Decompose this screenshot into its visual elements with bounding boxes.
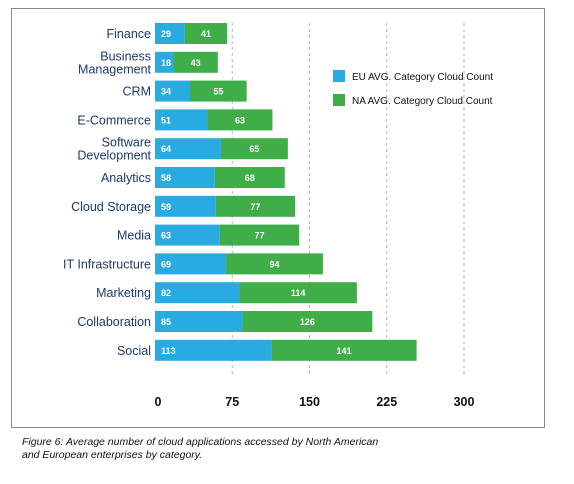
- na-value-label-4: 65: [249, 144, 259, 154]
- figure-caption: Figure 6: Average number of cloud applic…: [22, 436, 542, 462]
- category-label-1-line-2: Management: [78, 62, 151, 76]
- x-tick-label-300: 300: [454, 395, 475, 409]
- caption-line-2: and European enterprises by category.: [22, 449, 203, 461]
- eu-bar-1: [155, 51, 174, 73]
- na-value-label-0: 41: [201, 29, 211, 39]
- category-label-6: Cloud Storage: [71, 200, 151, 214]
- category-label-2: CRM: [123, 85, 151, 99]
- eu-bar-4: [155, 138, 221, 160]
- category-label-3: E-Commerce: [77, 113, 151, 127]
- na-bar-7: [219, 224, 300, 246]
- na-bar-4: [220, 138, 288, 160]
- eu-value-label-1: 18: [161, 58, 171, 68]
- na-bar-11: [271, 339, 417, 361]
- na-bar-1: [173, 51, 218, 73]
- na-bar-6: [215, 195, 296, 217]
- na-value-label-9: 114: [291, 288, 306, 298]
- eu-value-label-3: 51: [161, 115, 171, 125]
- eu-value-label-6: 59: [161, 202, 171, 212]
- eu-value-label-4: 64: [161, 144, 171, 154]
- x-tick-label-225: 225: [376, 395, 397, 409]
- x-tick-label-150: 150: [299, 395, 320, 409]
- category-label-4-line-1: Software: [102, 136, 151, 150]
- na-bar-9: [239, 282, 357, 304]
- eu-value-label-11: 113: [161, 346, 176, 356]
- category-label-11: Social: [117, 344, 151, 358]
- category-label-10: Collaboration: [77, 315, 151, 329]
- eu-value-label-9: 82: [161, 288, 171, 298]
- eu-value-label-7: 63: [161, 231, 171, 241]
- na-value-label-5: 68: [245, 173, 255, 183]
- eu-bar-0: [155, 23, 185, 44]
- legend-label-eu: EU AVG. Category Cloud Count: [352, 72, 493, 83]
- na-bar-8: [226, 253, 323, 275]
- category-label-4-line-2: Development: [77, 149, 151, 163]
- na-value-label-6: 77: [250, 202, 260, 212]
- chart-frame: 29 41 Finance 18 43 Business Management 34 55 CRM…: [11, 8, 545, 428]
- eu-bar-8: [155, 253, 227, 275]
- eu-bar-3: [155, 109, 208, 131]
- na-value-label-3: 63: [235, 115, 245, 125]
- na-value-label-11: 141: [336, 346, 351, 356]
- category-label-0: Finance: [107, 27, 152, 41]
- na-bar-10: [242, 311, 373, 332]
- eu-bar-6: [155, 195, 216, 217]
- eu-bar-5: [155, 167, 215, 188]
- na-bar-0: [184, 23, 228, 44]
- category-label-7: Media: [117, 229, 151, 243]
- eu-bar-2: [155, 80, 191, 102]
- eu-bar-11: [155, 339, 272, 361]
- na-bar-2: [190, 80, 247, 102]
- legend-swatch-eu: [333, 70, 345, 82]
- eu-bar-10: [155, 311, 243, 332]
- x-tick-label-0: 0: [155, 395, 162, 409]
- na-value-label-7: 77: [255, 231, 265, 241]
- na-bar-3: [207, 109, 273, 131]
- na-bar-5: [214, 167, 285, 188]
- na-value-label-10: 126: [300, 317, 315, 327]
- category-label-8: IT Infrastructure: [63, 257, 151, 271]
- x-tick-label-75: 75: [225, 395, 239, 409]
- na-value-label-1: 43: [191, 58, 201, 68]
- na-value-label-8: 94: [269, 259, 279, 269]
- category-label-9: Marketing: [96, 286, 151, 300]
- eu-value-label-0: 29: [161, 29, 171, 39]
- eu-value-label-8: 69: [161, 259, 171, 269]
- legend-swatch-na: [333, 94, 345, 106]
- eu-value-label-10: 85: [161, 317, 171, 327]
- legend-label-na: NA AVG. Category Cloud Count: [352, 96, 493, 107]
- eu-value-label-2: 34: [161, 87, 171, 97]
- eu-bar-7: [155, 224, 220, 246]
- category-label-1-line-1: Business: [100, 49, 151, 63]
- eu-value-label-5: 58: [161, 173, 171, 183]
- na-value-label-2: 55: [213, 87, 223, 97]
- category-label-5: Analytics: [101, 171, 151, 185]
- caption-line-1: Figure 6: Average number of cloud applic…: [22, 436, 379, 448]
- eu-bar-9: [155, 282, 240, 304]
